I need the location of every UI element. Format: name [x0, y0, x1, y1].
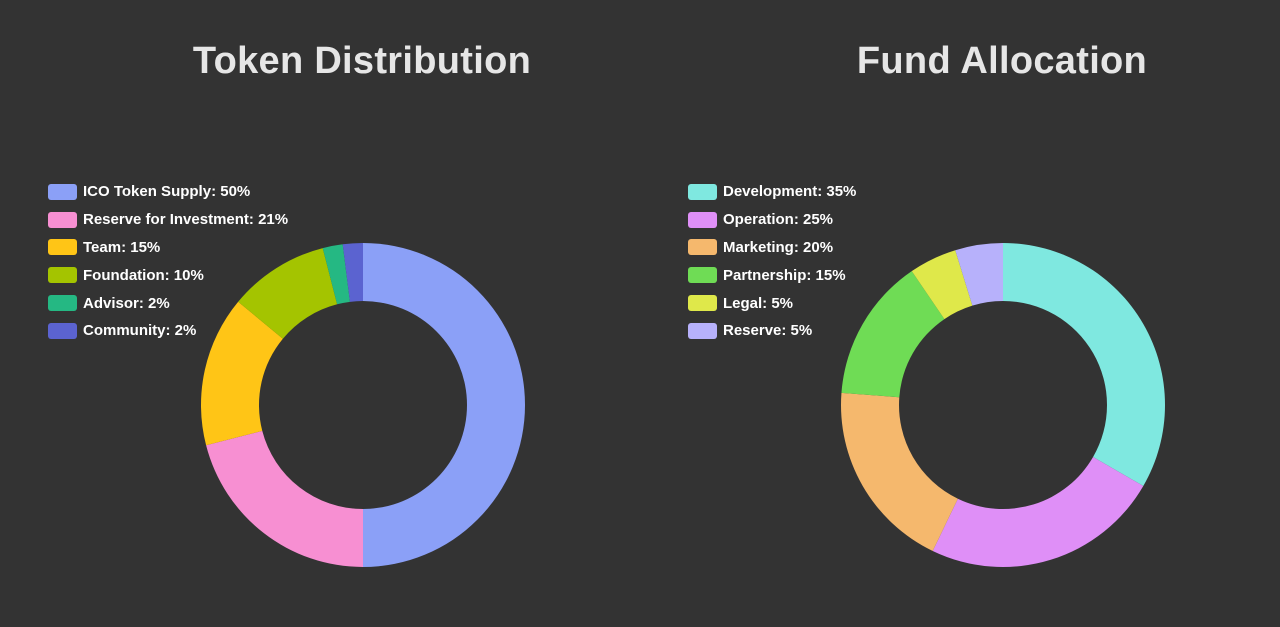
slice-team[interactable] — [201, 301, 283, 446]
legend-swatch — [688, 183, 717, 200]
slice-reserve-for-investment[interactable] — [206, 430, 363, 567]
legend-swatch — [48, 211, 77, 228]
legend-swatch — [688, 322, 717, 339]
legend-label: Legal: 5% — [723, 294, 794, 312]
legend-label: Foundation: 10% — [83, 266, 204, 284]
legend-label: Operation: 25% — [723, 211, 834, 229]
legend-item-marketing[interactable]: Marketing: 20% — [688, 234, 856, 262]
slice-ico-token-supply[interactable] — [363, 243, 525, 567]
slice-marketing[interactable] — [841, 392, 958, 551]
legend-swatch — [688, 211, 717, 228]
legend-swatch — [48, 322, 77, 339]
fund-allocation-chart: Fund Allocation Development: 35% Operati… — [640, 0, 1280, 627]
slice-reserve[interactable] — [955, 243, 1003, 306]
chart-title: Fund Allocation — [856, 40, 1148, 82]
legend-swatch — [688, 267, 717, 284]
slice-foundation[interactable] — [238, 248, 338, 339]
legend: ICO Token Supply: 50% Reserve for Invest… — [48, 178, 288, 345]
legend-item-community[interactable]: Community: 2% — [48, 317, 288, 345]
legend-item-advisor[interactable]: Advisor: 2% — [48, 289, 288, 317]
legend-label: Community: 2% — [83, 322, 197, 340]
legend-item-development[interactable]: Development: 35% — [688, 178, 856, 206]
legend-item-reserve[interactable]: Reserve: 5% — [688, 317, 856, 345]
chart-title: Token Distribution — [192, 40, 532, 82]
legend-item-legal[interactable]: Legal: 5% — [688, 289, 856, 317]
slice-legal[interactable] — [911, 250, 973, 320]
legend-label: Development: 35% — [723, 183, 857, 201]
legend-label: Team: 15% — [83, 238, 161, 256]
legend-swatch — [688, 239, 717, 256]
legend-label: Advisor: 2% — [83, 294, 170, 312]
legend-item-team[interactable]: Team: 15% — [48, 234, 288, 262]
legend-item-operation[interactable]: Operation: 25% — [688, 206, 856, 234]
legend-item-ico-token-supply[interactable]: ICO Token Supply: 50% — [48, 178, 288, 206]
legend-label: Reserve: 5% — [723, 322, 813, 340]
slice-operation[interactable] — [932, 457, 1144, 567]
legend-swatch — [48, 239, 77, 256]
fund-allocation-donut — [841, 243, 1165, 567]
legend-swatch — [48, 295, 77, 312]
legend-swatch — [48, 267, 77, 284]
legend-label: Reserve for Investment: 21% — [83, 211, 289, 229]
legend-item-reserve-for-investment[interactable]: Reserve for Investment: 21% — [48, 206, 288, 234]
slice-community[interactable] — [342, 243, 363, 302]
token-distribution-donut — [201, 243, 525, 567]
legend-swatch — [48, 183, 77, 200]
legend-item-foundation[interactable]: Foundation: 10% — [48, 261, 288, 289]
legend: Development: 35% Operation: 25% Marketin… — [688, 178, 856, 345]
legend-label: ICO Token Supply: 50% — [83, 183, 251, 201]
token-distribution-chart: Token Distribution ICO Token Supply: 50%… — [48, 40, 531, 567]
slice-development[interactable] — [1003, 243, 1165, 486]
slice-partnership[interactable] — [841, 271, 945, 398]
legend-item-partnership[interactable]: Partnership: 15% — [688, 261, 856, 289]
legend-label: Marketing: 20% — [723, 238, 834, 256]
legend-swatch — [688, 295, 717, 312]
slice-advisor[interactable] — [322, 244, 350, 305]
legend-label: Partnership: 15% — [723, 266, 846, 284]
